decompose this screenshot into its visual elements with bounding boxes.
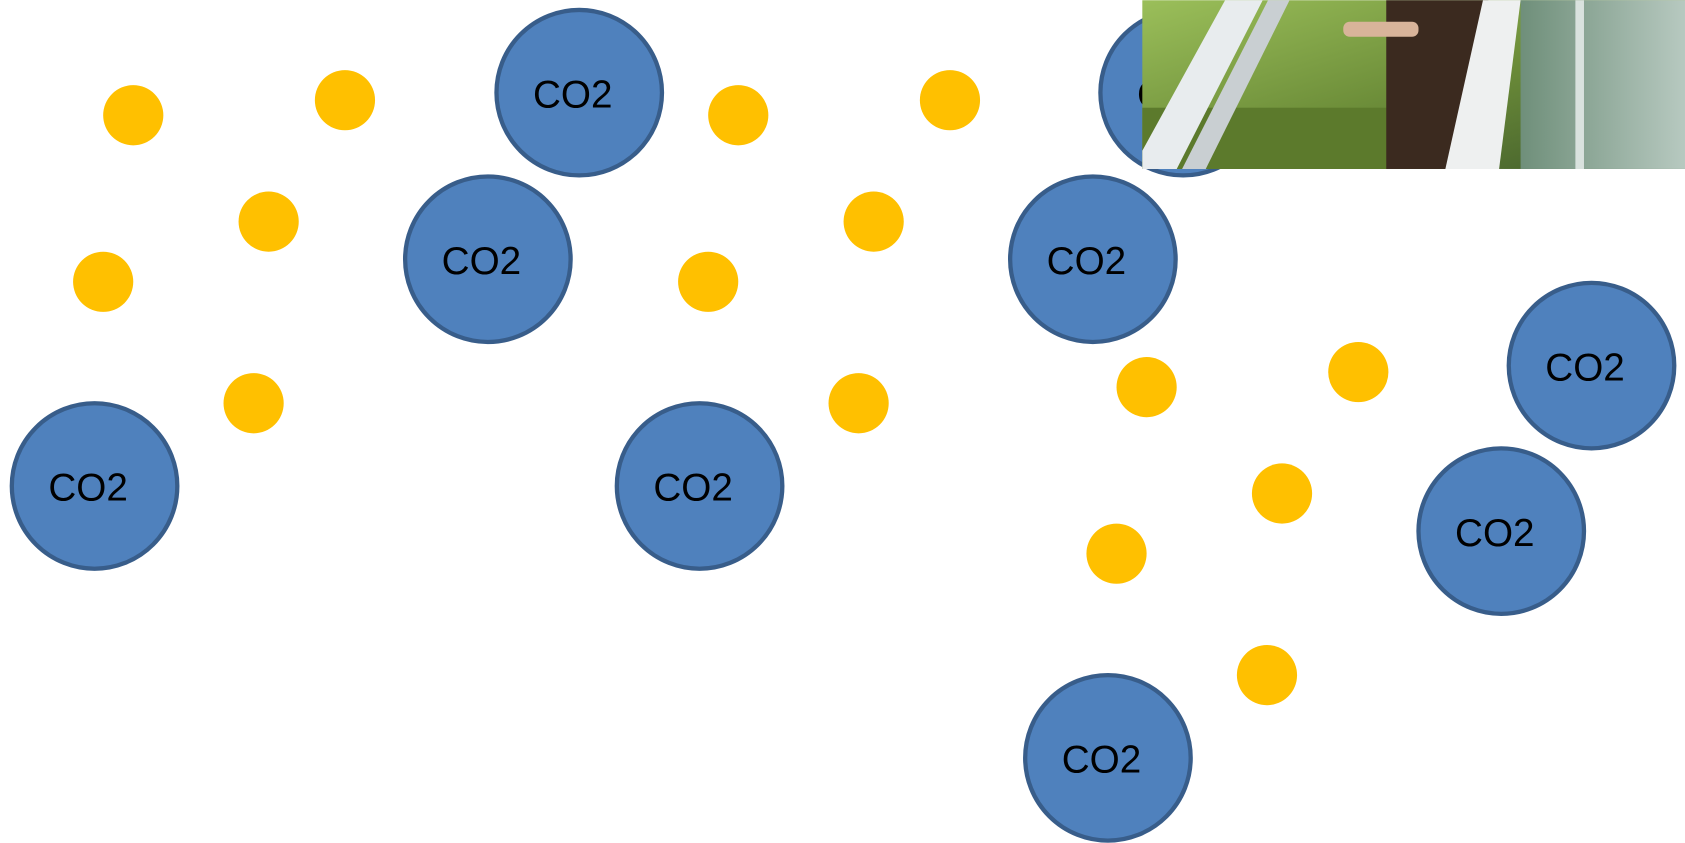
molecule	[1416, 446, 1587, 617]
particle	[1328, 341, 1389, 403]
particle	[708, 85, 769, 146]
molecule	[494, 7, 665, 178]
particle	[1236, 645, 1298, 706]
particle	[73, 251, 134, 312]
molecule-label: CO2	[1062, 739, 1142, 782]
molecule-label: CO2	[1545, 346, 1625, 389]
molecule-label: CO2	[48, 467, 128, 510]
molecule	[1506, 280, 1677, 451]
particle	[238, 191, 299, 252]
particle	[103, 85, 164, 146]
particle	[1086, 523, 1147, 584]
molecule-label: CO2	[533, 73, 613, 116]
molecule-label: CO2	[653, 467, 733, 510]
molecule	[1023, 672, 1193, 843]
particle	[843, 191, 904, 252]
photo	[1142, 0, 1685, 169]
particle	[828, 373, 889, 434]
molecule-label: CO2	[442, 240, 522, 283]
molecule-label: CO2	[1047, 240, 1127, 283]
molecule-label: CO2	[1455, 512, 1535, 555]
particle	[1116, 357, 1177, 418]
particle	[919, 70, 981, 131]
molecule	[9, 401, 180, 571]
molecule	[1007, 174, 1178, 345]
particle	[678, 251, 739, 312]
particle	[1251, 463, 1313, 524]
particle	[314, 70, 376, 131]
molecule	[614, 401, 785, 571]
molecule	[402, 174, 573, 345]
particle	[223, 373, 284, 434]
particles	[73, 70, 1389, 706]
